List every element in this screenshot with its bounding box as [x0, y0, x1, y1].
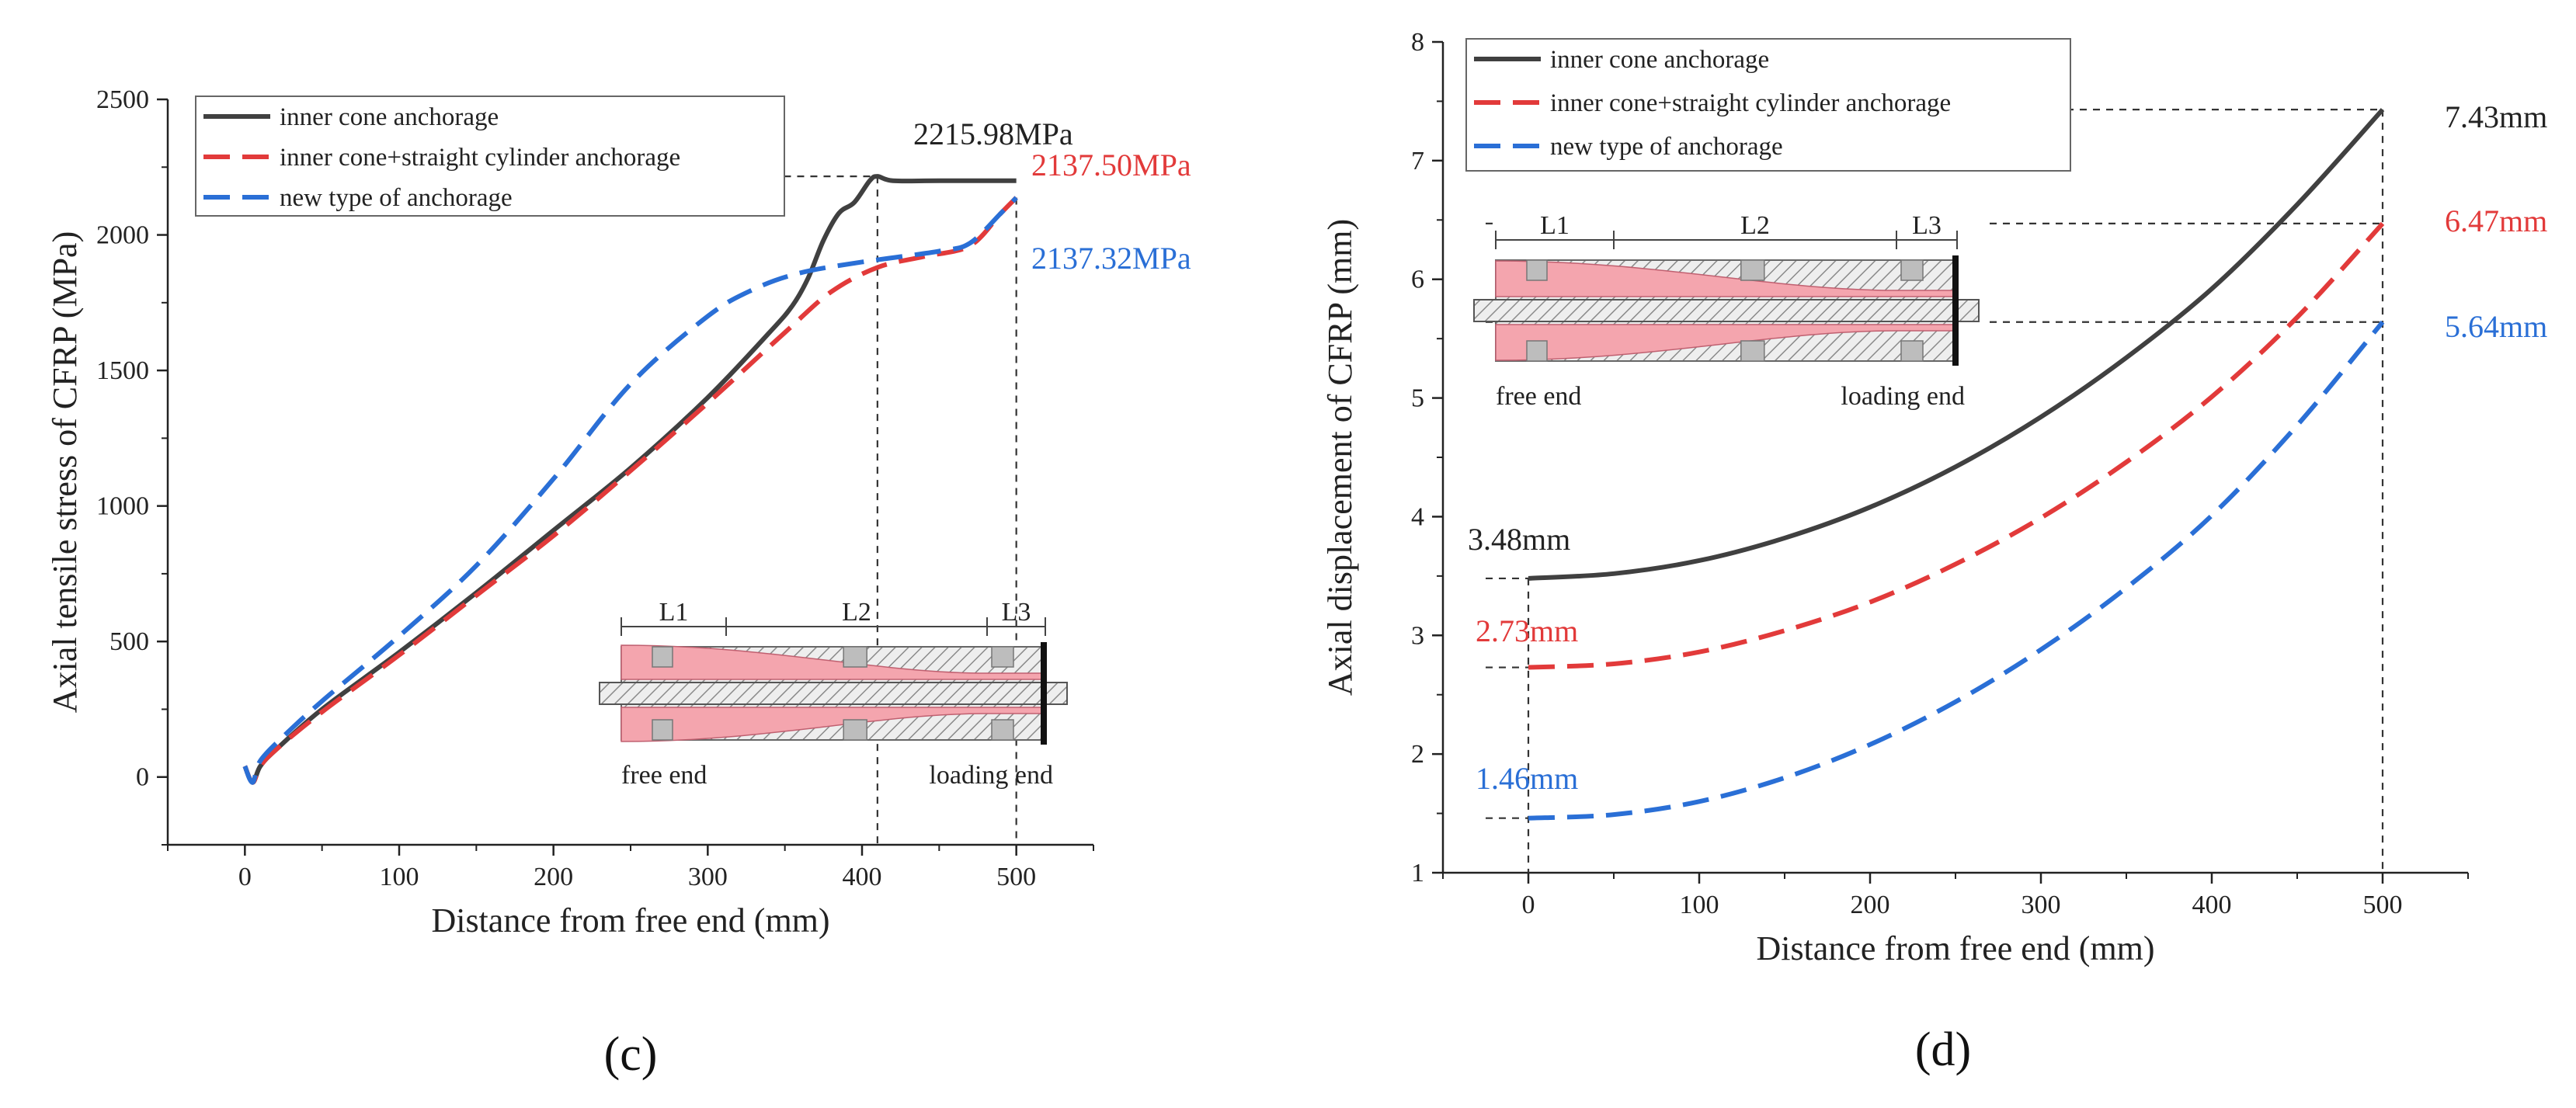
- x-tick-label: 100: [380, 863, 419, 891]
- y-tick-label: 7: [1411, 147, 1424, 175]
- y-tick-label: 8: [1411, 28, 1424, 57]
- x-axis-label: Distance from free end (mm): [1756, 929, 2154, 967]
- y-tick-label: 2000: [96, 221, 149, 250]
- inset-block-bottom: [843, 719, 867, 741]
- inset-free-end-label: free end: [1496, 382, 1581, 411]
- annotation-label: 1.46mm: [1476, 761, 1578, 796]
- annotation-label: 2137.50MPa: [1031, 148, 1191, 182]
- panel-label: (d): [1915, 1023, 1971, 1076]
- series-line-3: [1528, 320, 2385, 821]
- inset-loading-end-label: loading end: [1841, 382, 1965, 411]
- legend-entry: inner cone+straight cylinder anchorage: [1550, 89, 1951, 117]
- inset-block-bottom: [1900, 340, 1924, 362]
- inset-block-bottom: [1740, 340, 1765, 362]
- x-tick-label: 200: [1851, 891, 1890, 919]
- annotation-label: 2215.98MPa: [913, 116, 1073, 151]
- x-axis-label: Distance from free end (mm): [431, 901, 829, 940]
- x-tick-label: 100: [1680, 891, 1719, 919]
- legend-entry: inner cone anchorage: [280, 103, 499, 131]
- inset-free-end-label: free end: [621, 761, 707, 790]
- y-tick-label: 1000: [96, 492, 149, 521]
- inset-rod: [1473, 299, 1980, 322]
- legend-box: [195, 96, 785, 217]
- series-line-1: [1528, 108, 2385, 581]
- inset-block-top: [1900, 259, 1924, 281]
- legend-entry: new type of anchorage: [280, 184, 513, 212]
- y-axis-label: Axial tensile stress of CFRP (MPa): [46, 231, 84, 713]
- inset-end-plate: [1041, 642, 1047, 745]
- y-tick-label: 1500: [96, 356, 149, 385]
- y-tick-label: 5: [1411, 384, 1424, 413]
- y-tick-label: 3: [1411, 621, 1424, 650]
- inset-loading-end-label: loading end: [929, 761, 1053, 790]
- y-tick-label: 4: [1411, 502, 1424, 531]
- x-tick-label: 200: [534, 863, 573, 891]
- inset-end-plate: [1952, 255, 1959, 366]
- x-tick-label: 300: [2022, 891, 2061, 919]
- annotation-label: 5.64mm: [2445, 309, 2547, 344]
- chart-d: 0 100 200 300 400 500 1 2 3 4 5 6 7 8 Distance from fr…: [1321, 28, 2547, 1076]
- legend-entry: inner cone+straight cylinder anchorage: [280, 144, 680, 172]
- annotation-label: 3.48mm: [1468, 522, 1570, 557]
- chart-c: 0 100 200 300 400 500 0 500 1000 1500 2000 2500 Dist…: [46, 85, 1191, 1081]
- inset-block-bottom: [1526, 340, 1548, 362]
- x-tick-label: 0: [1522, 891, 1535, 919]
- x-tick-label: 400: [2192, 891, 2232, 919]
- inset-segment-label: L1: [659, 598, 689, 627]
- x-tick-label: 300: [688, 863, 728, 891]
- annotation-label: 2137.32MPa: [1031, 241, 1191, 276]
- legend-box: [1465, 38, 2071, 172]
- x-tick-label: 400: [843, 863, 882, 891]
- x-tick-label: 500: [2363, 891, 2403, 919]
- y-tick-label: 1: [1411, 859, 1424, 887]
- inset-segment-label: L1: [1540, 211, 1570, 240]
- legend-entry: new type of anchorage: [1550, 133, 1783, 161]
- y-axis-label: Axial displacement of CFRP (mm): [1321, 219, 1359, 696]
- inset-block-top: [843, 646, 867, 668]
- inset-block-top: [652, 646, 673, 668]
- inset-segment-label: L2: [1740, 211, 1770, 240]
- y-tick-label: 2: [1411, 740, 1424, 769]
- inset-segment-label: L3: [1002, 598, 1031, 627]
- y-tick-label: 500: [110, 627, 149, 656]
- panel-label: (c): [604, 1028, 658, 1081]
- y-tick-label: 6: [1411, 266, 1424, 294]
- x-tick-label: 0: [238, 863, 252, 891]
- inset-block-top: [1526, 259, 1548, 281]
- inset-block-bottom: [991, 719, 1014, 741]
- y-tick-label: 0: [136, 763, 149, 792]
- annotation-label: 2.73mm: [1476, 613, 1578, 648]
- inset-segment-label: L2: [842, 598, 871, 627]
- y-tick-label: 2500: [96, 85, 149, 114]
- x-tick-label: 500: [996, 863, 1036, 891]
- inset-segment-label: L3: [1912, 211, 1942, 240]
- annotation-label: 7.43mm: [2445, 99, 2547, 134]
- inset-block-top: [1740, 259, 1765, 281]
- inset-block-top: [991, 646, 1014, 668]
- series-line-2: [242, 196, 1018, 785]
- legend-entry: inner cone anchorage: [1550, 46, 1769, 74]
- inset-block-bottom: [652, 719, 673, 741]
- annotation-label: 6.47mm: [2445, 203, 2547, 238]
- inset-rod: [599, 682, 1068, 705]
- series-line-3: [242, 196, 1018, 785]
